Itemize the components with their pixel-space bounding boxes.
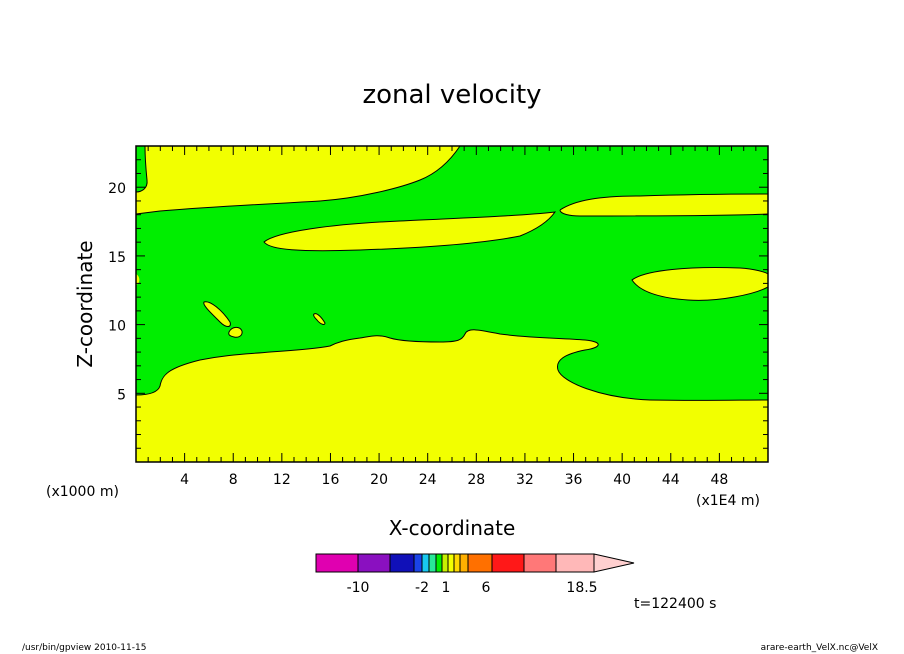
colorbar-swatch (389, 553, 415, 573)
colorbar-swatch (357, 553, 391, 573)
x-tick-label: 24 (419, 472, 437, 488)
x-tick-label: 8 (229, 472, 238, 488)
x-scale-label: (x1E4 m) (696, 493, 760, 509)
colorbar-swatch (435, 553, 443, 573)
colorbar-swatch (453, 553, 461, 573)
colorbar-swatch (491, 553, 525, 573)
contour-lens (263, 211, 557, 252)
colorbar-swatch (421, 553, 430, 573)
x-tick-label: 28 (467, 472, 485, 488)
y-tick-label: 10 (108, 319, 126, 335)
x-axis-label: X-coordinate (389, 516, 516, 540)
colorbar-swatch (523, 553, 557, 573)
contour-blob-1 (203, 301, 231, 327)
y-tick-label: 15 (108, 250, 126, 266)
region-yellow-right-lens (632, 267, 768, 301)
colorbar-label: 18.5 (566, 580, 597, 596)
footer-left: /usr/bin/gpview 2010-11-15 (22, 643, 146, 653)
time-label: t=122400 s (634, 596, 716, 612)
colorbar-swatch (459, 553, 469, 573)
colorbar-label: -2 (415, 580, 429, 596)
colorbar: -10 -2 1 6 18.5 (315, 553, 635, 596)
x-tick-label: 12 (273, 472, 291, 488)
x-tick-label: 44 (662, 472, 680, 488)
colorbar-swatch (413, 553, 423, 573)
region-yellow-upper (136, 146, 460, 214)
colorbar-swatch (467, 553, 493, 573)
colorbar-label: 6 (482, 580, 491, 596)
x-tick-label: 20 (370, 472, 388, 488)
region-yellow-blob-3 (313, 313, 325, 325)
region-yellow-edge-blob (136, 274, 140, 285)
y-scale-label: (x1000 m) (46, 484, 119, 500)
colorbar-label: 1 (442, 580, 451, 596)
contour-right-lens (631, 267, 769, 301)
contour-blob-3 (313, 313, 326, 325)
colorbar-swatch (428, 553, 437, 573)
region-yellow-lens (264, 212, 555, 251)
region-yellow-blob-1 (203, 301, 231, 327)
contour-upper-left (135, 145, 148, 193)
x-tick-label: 48 (710, 472, 728, 488)
y-tick-label: 20 (108, 181, 126, 197)
colorbar-swatch (441, 553, 449, 573)
contour-lower (135, 329, 769, 401)
region-yellow-right-band (560, 194, 768, 216)
x-tick-label: 40 (613, 472, 631, 488)
region-yellow-lower (136, 329, 768, 462)
y-tick-label: 5 (117, 387, 126, 403)
x-tick-label: 32 (516, 472, 534, 488)
colorbar-label: -10 (347, 580, 370, 596)
y-axis-label: Z-coordinate (73, 240, 97, 367)
footer-right: arare-earth_VelX.nc@VelX (761, 643, 878, 653)
x-tick-label: 4 (180, 472, 189, 488)
contour-blob-2 (228, 326, 243, 338)
chart-title: zonal velocity (362, 80, 541, 110)
colorbar-swatch (447, 553, 455, 573)
colorbar-swatch (315, 553, 359, 573)
colorbar-extend-arrow (593, 553, 635, 573)
x-tick-label: 36 (565, 472, 583, 488)
x-tick-label: 16 (322, 472, 340, 488)
contour-right-band (559, 193, 769, 217)
region-yellow-blob-2 (228, 327, 243, 338)
contour-upper (135, 145, 461, 215)
colorbar-swatch (555, 553, 595, 573)
